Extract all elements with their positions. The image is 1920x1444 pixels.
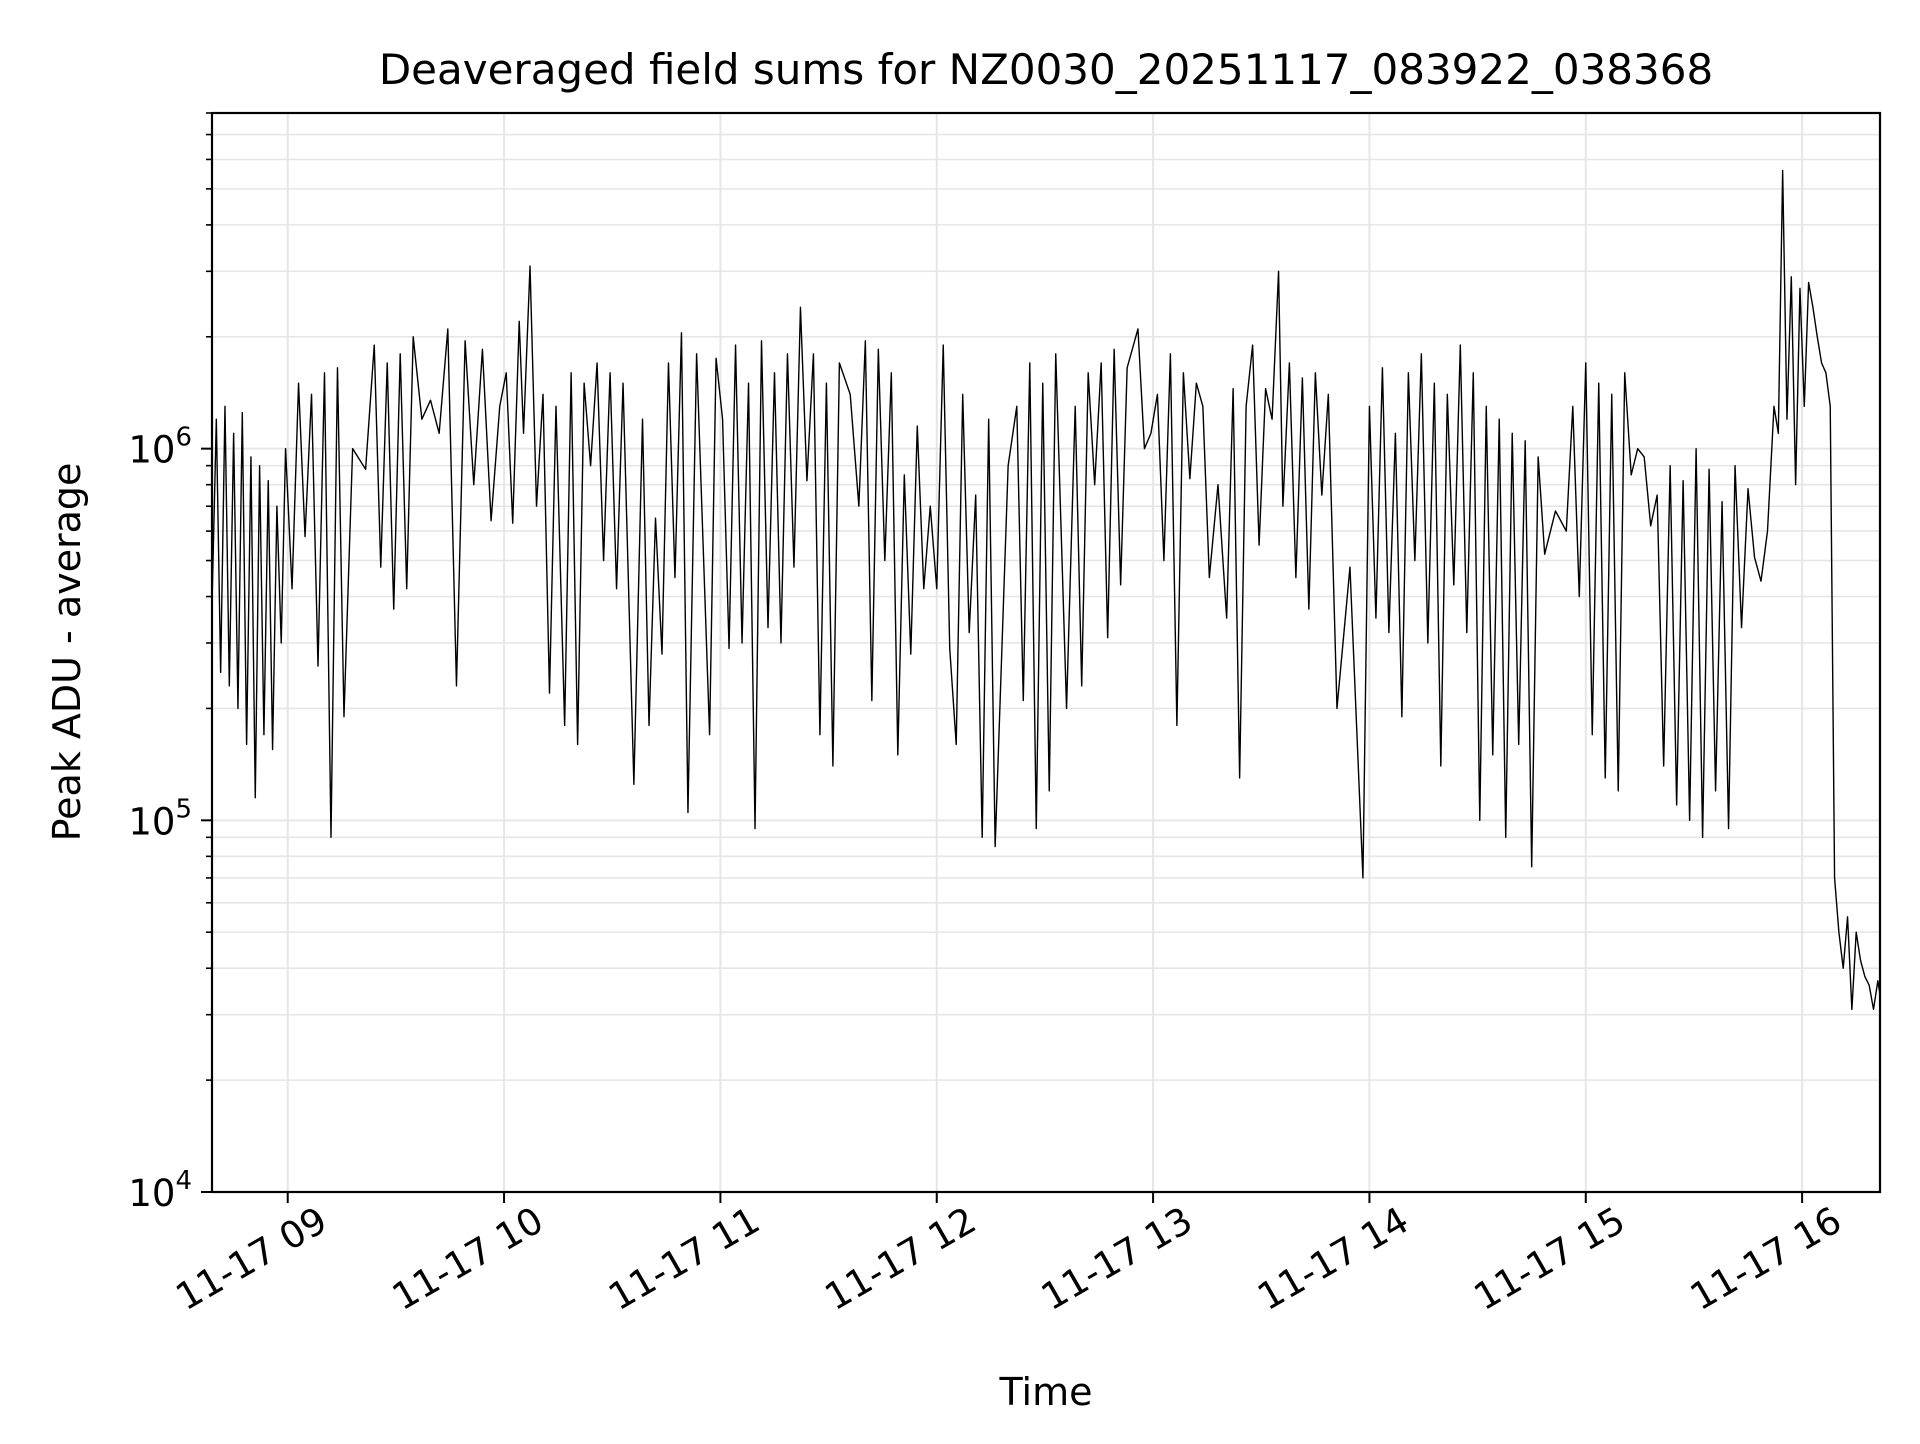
plot-frame (210, 111, 1882, 1194)
series-layer (211, 169, 1881, 1011)
y-tick-label: 106 (128, 423, 192, 472)
y-axis-label: Peak ADU - average (45, 463, 89, 842)
chart-title: Deaveraged field sums for NZ0030_2025111… (379, 45, 1713, 94)
x-axis-label: Time (999, 1370, 1093, 1414)
y-tick-label: 104 (128, 1166, 192, 1215)
series-line (211, 169, 1881, 1011)
y-tick-label: 105 (128, 794, 192, 843)
y-axis: 104 105 106 (128, 112, 212, 1215)
